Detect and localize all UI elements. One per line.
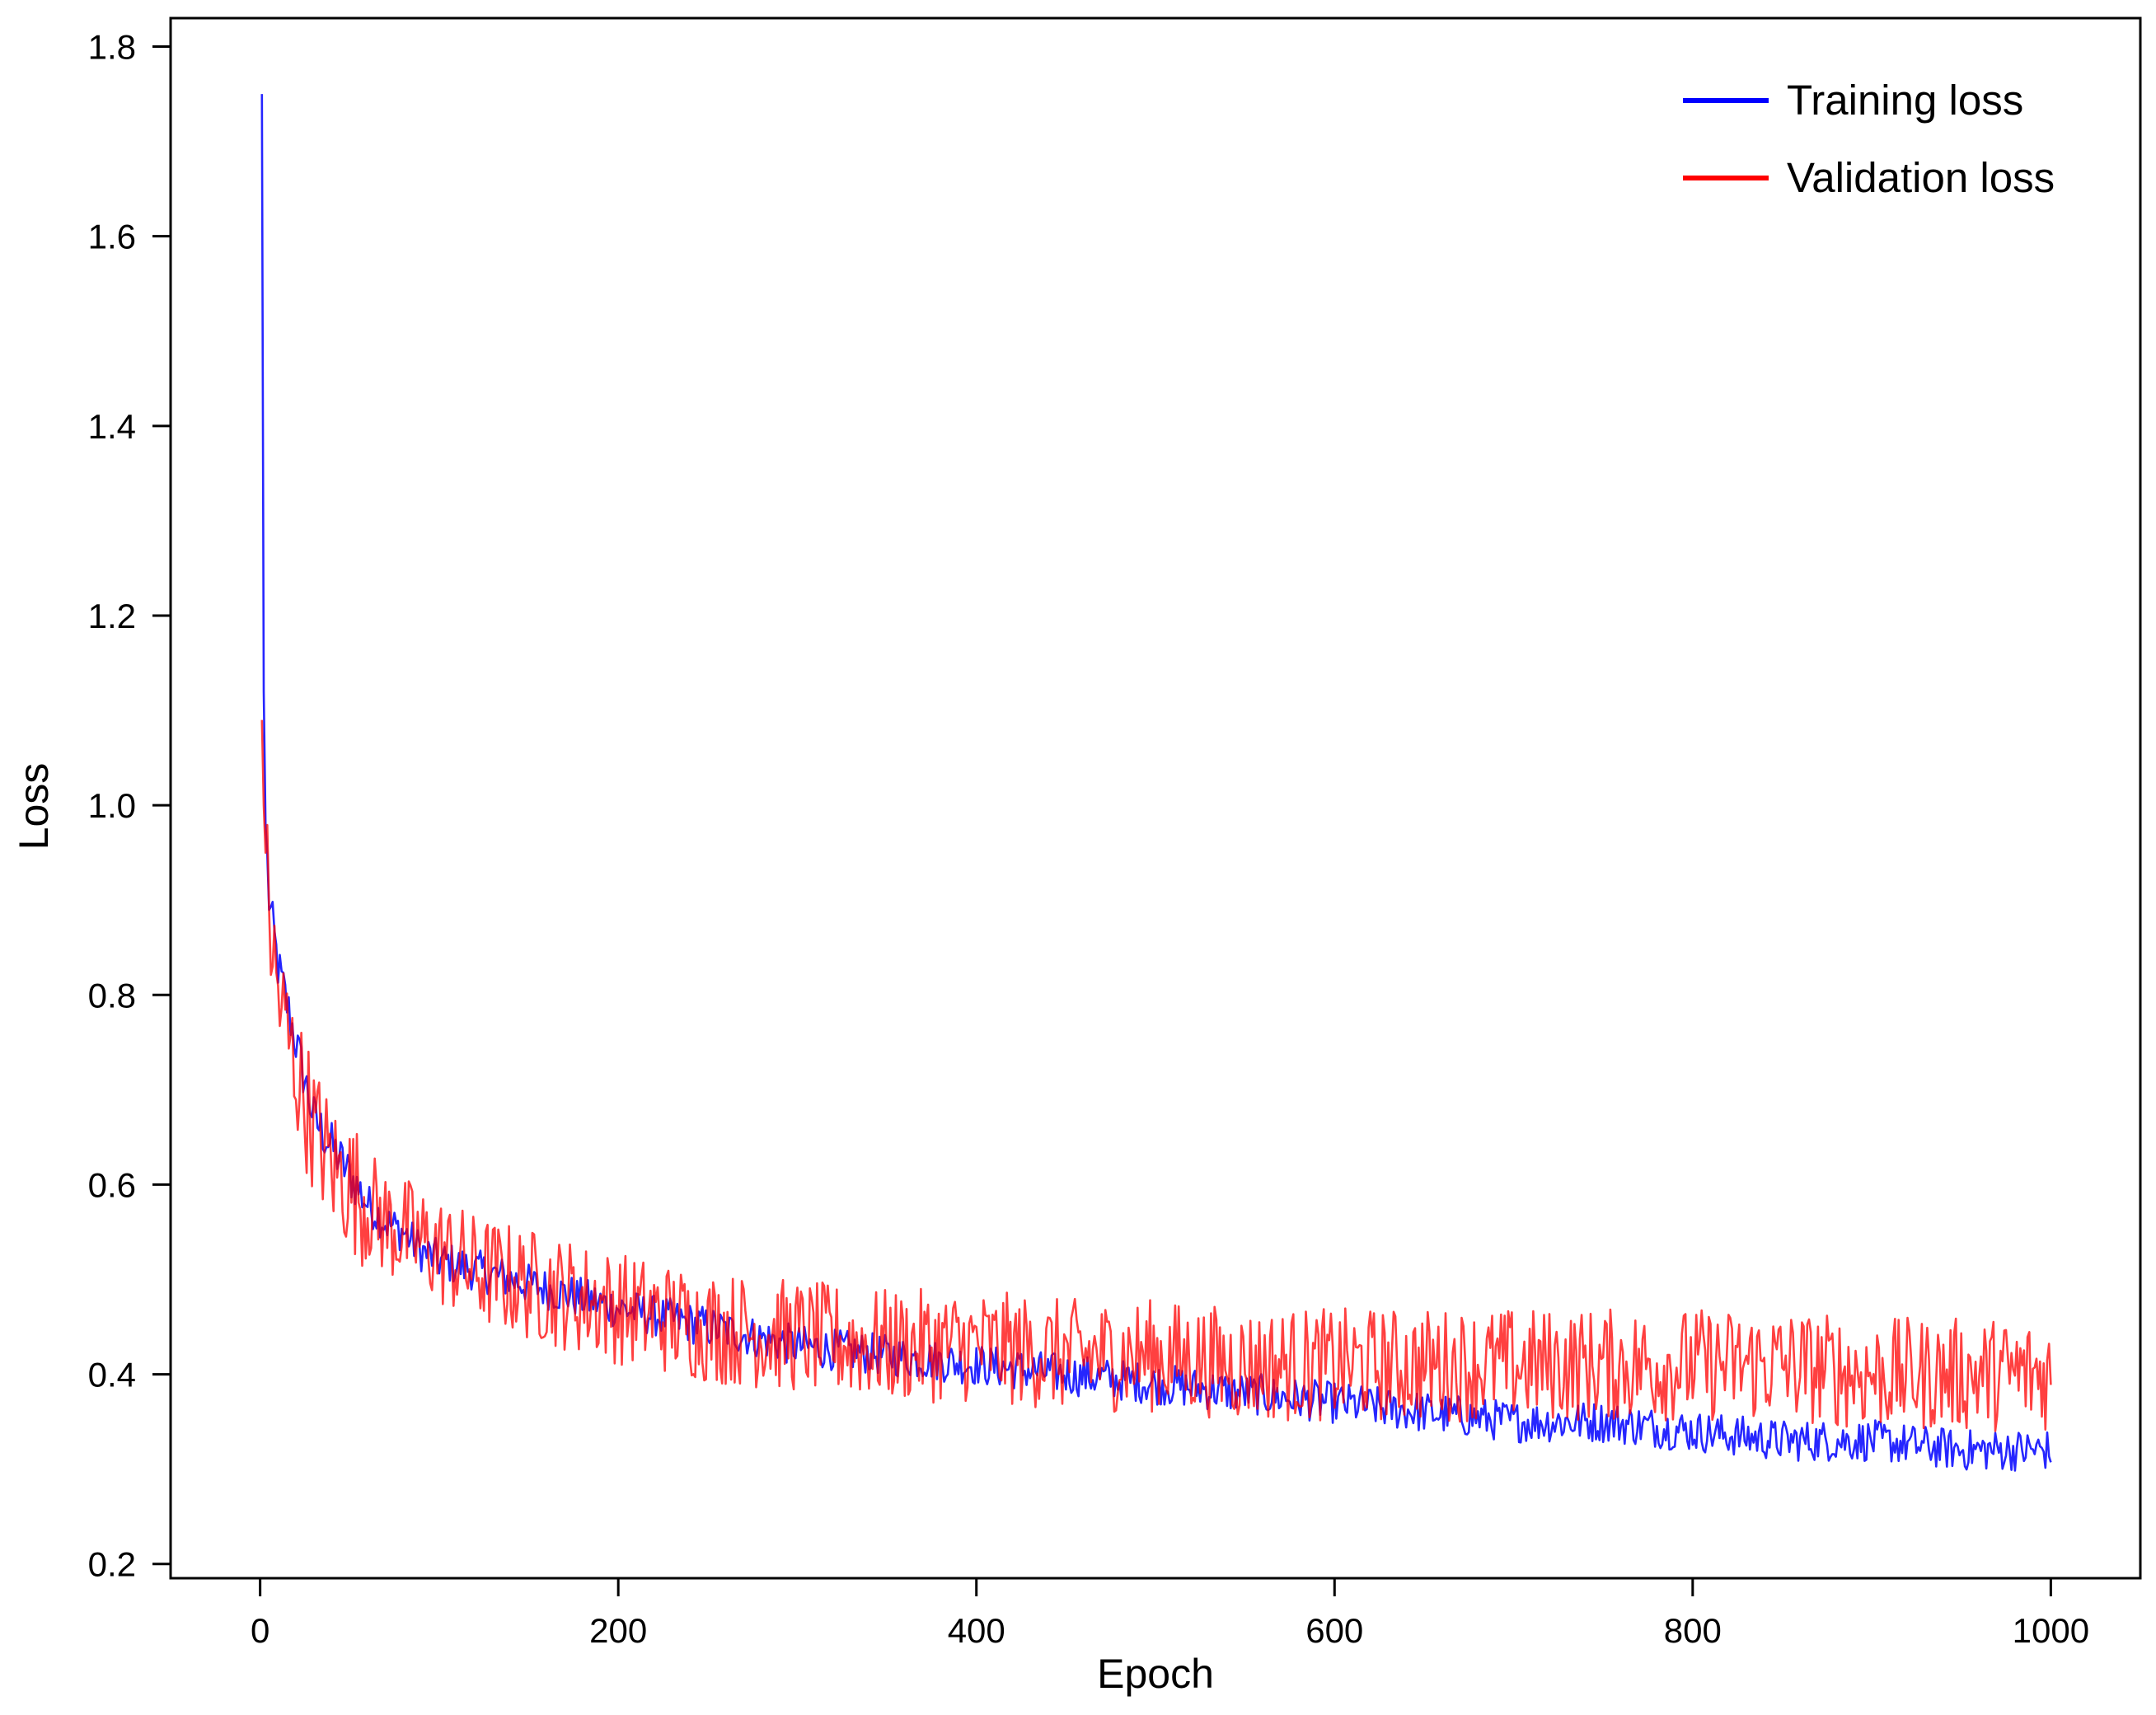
- y-axis-title: Loss: [11, 763, 57, 850]
- plot-frame: [169, 16, 2142, 1580]
- y-tick-label: 1.0: [88, 786, 136, 825]
- x-tick-label: 800: [1664, 1611, 1722, 1650]
- chart-legend: Training loss Validation loss: [1683, 77, 2055, 201]
- y-tick-label: 1.8: [88, 28, 136, 67]
- legend-label-training: Training loss: [1787, 77, 2023, 124]
- x-tick-label: 200: [589, 1611, 647, 1650]
- training-loss-line: [260, 94, 2052, 1472]
- y-tick-label: 0.4: [88, 1356, 136, 1394]
- y-tick-label: 1.6: [88, 218, 136, 256]
- x-tick-label: 600: [1305, 1611, 1363, 1650]
- y-axis: 0.2 0.4 0.6 0.8 1.0 1.2 1.4 1.6 1.8: [88, 28, 171, 1584]
- x-tick-label: 1000: [2013, 1611, 2089, 1650]
- series-layer: [260, 94, 2052, 1472]
- y-tick-label: 0.6: [88, 1165, 136, 1204]
- y-tick-label: 1.2: [88, 597, 136, 635]
- y-tick-label: 0.8: [88, 976, 136, 1014]
- y-tick-label: 1.4: [88, 407, 136, 446]
- x-tick-label: 0: [251, 1611, 270, 1650]
- validation-loss-line: [260, 719, 2052, 1432]
- y-tick-label: 0.2: [88, 1545, 136, 1584]
- legend-label-validation: Validation loss: [1787, 154, 2055, 201]
- x-axis-title: Epoch: [1097, 1651, 1214, 1697]
- x-tick-label: 400: [948, 1611, 1005, 1650]
- x-axis: 0 200 400 600 800 1000: [251, 1578, 2089, 1650]
